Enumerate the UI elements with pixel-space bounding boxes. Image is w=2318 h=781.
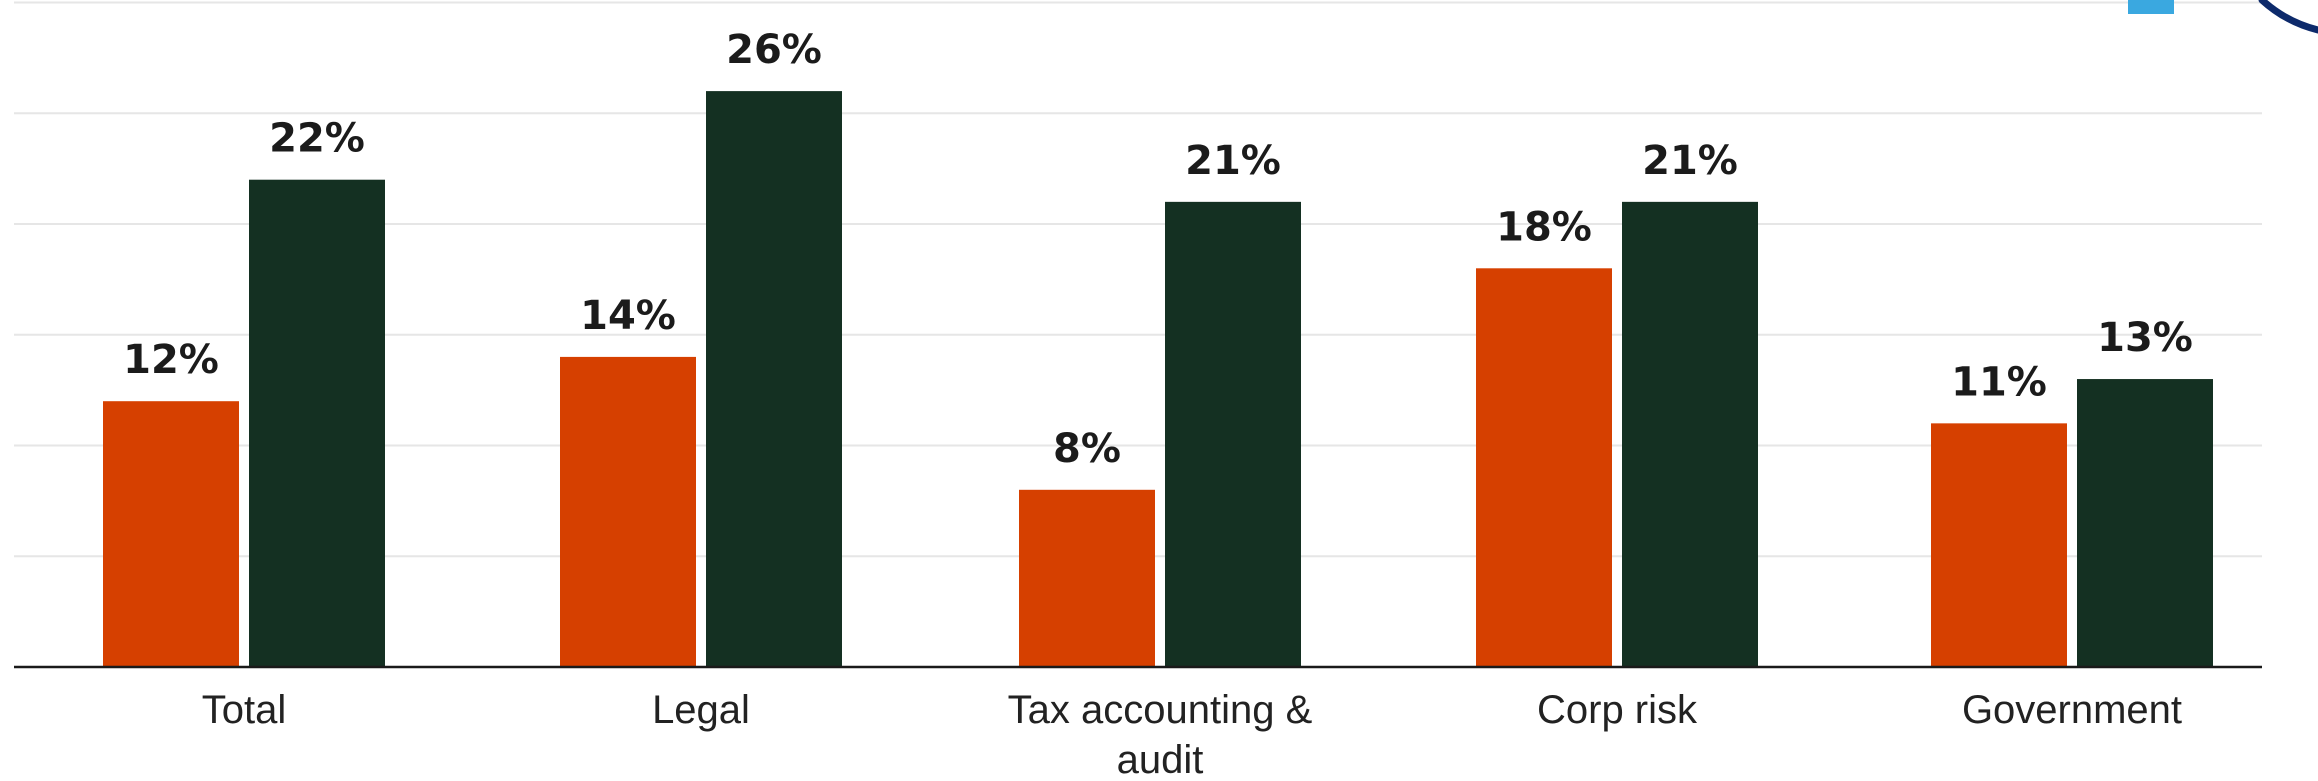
bar	[249, 179, 385, 667]
data-label: 22%	[269, 116, 365, 162]
tick-label: Tax accounting & audit	[1008, 688, 1313, 781]
corner-logo-arc	[2258, 0, 2318, 34]
bar	[1165, 201, 1301, 667]
data-label: 26%	[726, 27, 822, 73]
tick-label: Total	[202, 688, 287, 732]
data-label: 11%	[1951, 359, 2047, 405]
bar	[560, 356, 696, 667]
data-label: 18%	[1496, 204, 1592, 250]
data-label: 21%	[1185, 138, 1281, 184]
data-label: 14%	[580, 293, 676, 339]
tick-label: Corp risk	[1537, 688, 1698, 732]
bar	[1476, 268, 1612, 667]
bar	[103, 401, 239, 667]
corner-logo-square	[2128, 0, 2174, 14]
data-label: 8%	[1053, 426, 1121, 472]
bar	[1931, 423, 2067, 667]
bar	[2077, 379, 2213, 667]
gridlines	[14, 1, 2262, 558]
bar	[706, 91, 842, 668]
bars	[103, 91, 2213, 668]
bar	[1019, 489, 1155, 667]
data-label: 12%	[123, 337, 219, 383]
tick-label: Legal	[652, 688, 750, 732]
data-label: 13%	[2097, 315, 2193, 361]
x-axis: Total Legal Tax accounting & audit Corp risk…	[14, 665, 2262, 781]
bar	[1622, 201, 1758, 667]
data-label: 21%	[1642, 138, 1738, 184]
tick-label: Government	[1962, 688, 2182, 732]
value-labels: 12% 22% 14% 26% 8% 21% 18% 21% 11% 13%	[123, 27, 2193, 472]
